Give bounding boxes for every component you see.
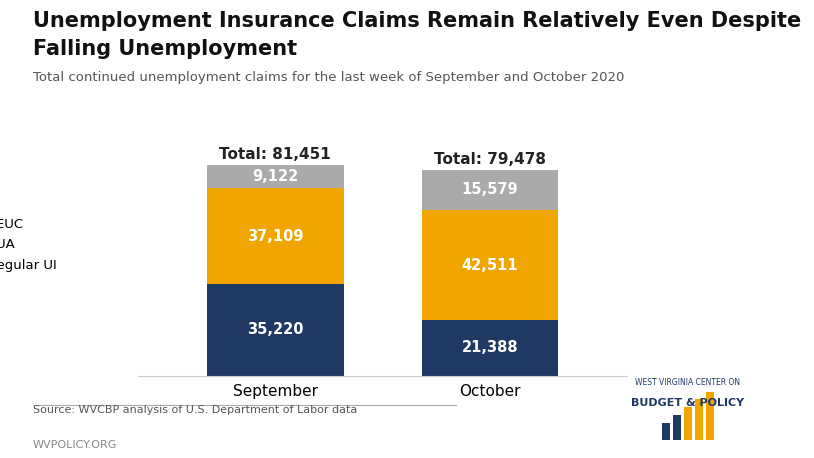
Bar <box>422 320 558 376</box>
Text: WEST VIRGINIA CENTER ON: WEST VIRGINIA CENTER ON <box>635 378 741 387</box>
Text: WVPOLICY.ORG: WVPOLICY.ORG <box>33 440 117 450</box>
Text: Falling Unemployment: Falling Unemployment <box>33 39 296 59</box>
Text: Total: 79,478: Total: 79,478 <box>434 152 546 167</box>
Bar <box>207 165 344 188</box>
Text: Total continued unemployment claims for the last week of September and October 2: Total continued unemployment claims for … <box>33 71 624 84</box>
Text: 15,579: 15,579 <box>462 182 519 197</box>
Text: 9,122: 9,122 <box>252 169 298 184</box>
Text: Total: 81,451: Total: 81,451 <box>219 147 331 162</box>
Text: Source: WVCBP analysis of U.S. Department of Labor data: Source: WVCBP analysis of U.S. Departmen… <box>33 405 357 415</box>
Text: 21,388: 21,388 <box>462 340 519 355</box>
Legend: PEUC, PUA, Regular UI: PEUC, PUA, Regular UI <box>0 212 63 277</box>
Bar <box>207 188 344 284</box>
Bar <box>673 415 681 440</box>
Bar <box>706 392 714 440</box>
Bar <box>695 399 702 440</box>
Bar <box>662 423 670 440</box>
Text: BUDGET & POLICY: BUDGET & POLICY <box>632 398 744 408</box>
Bar <box>422 210 558 320</box>
Bar <box>207 284 344 376</box>
Bar <box>422 170 558 210</box>
Text: 37,109: 37,109 <box>247 229 304 244</box>
Text: Unemployment Insurance Claims Remain Relatively Even Despite: Unemployment Insurance Claims Remain Rel… <box>33 11 801 32</box>
Text: 35,220: 35,220 <box>247 322 304 338</box>
Text: 42,511: 42,511 <box>462 258 519 273</box>
Bar <box>684 407 692 440</box>
